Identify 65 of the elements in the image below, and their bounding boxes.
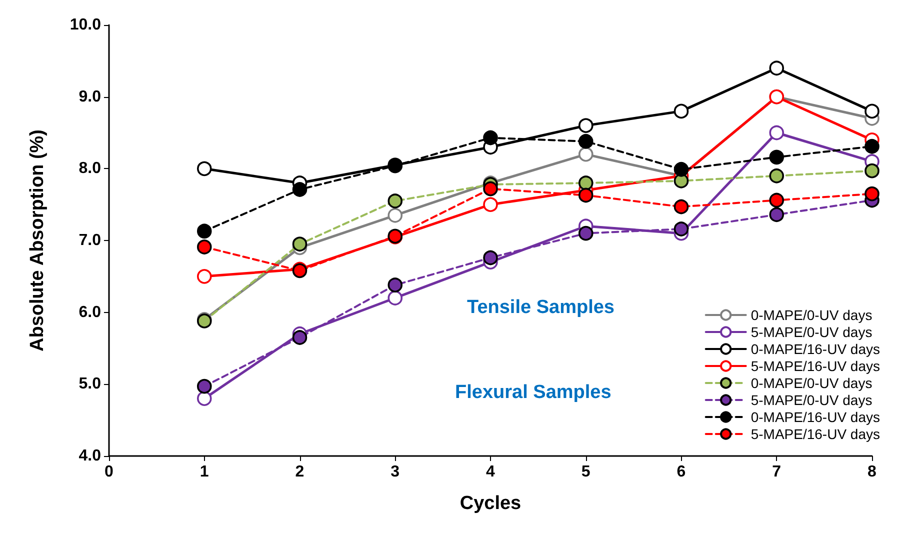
point	[388, 208, 403, 223]
point	[769, 207, 784, 222]
y-tick-label: 6.0	[78, 304, 102, 321]
point	[483, 130, 498, 146]
point	[864, 186, 880, 202]
point	[483, 197, 498, 212]
y-tick-label: 9.0	[78, 88, 102, 106]
point	[578, 134, 594, 149]
point	[864, 104, 880, 119]
legend-label: 5-MAPE/16-UV days	[750, 426, 880, 442]
legend-label: 0-MAPE/0-UV days	[750, 375, 872, 391]
point	[196, 161, 212, 176]
x-axis-title: Cycles	[460, 493, 522, 514]
y-tick-label: 10.0	[70, 16, 102, 34]
point	[578, 188, 594, 203]
point	[864, 139, 880, 154]
legend-label: 5-MAPE/0-UV days	[750, 392, 872, 408]
point	[769, 192, 784, 208]
legend-label: 0-MAPE/0-UV days	[750, 307, 872, 323]
point	[388, 194, 403, 208]
x-tick-label: 4	[486, 464, 496, 480]
point	[196, 224, 212, 239]
point	[674, 162, 689, 177]
point	[674, 199, 689, 214]
point	[292, 330, 308, 345]
point	[578, 118, 594, 133]
point	[483, 181, 498, 196]
point	[196, 269, 212, 284]
x-tick-label: 0	[104, 464, 114, 480]
legend-label: 5-MAPE/16-UV days	[750, 358, 880, 374]
point	[674, 104, 689, 119]
y-axis-title: Absolute Absorption (%)	[27, 130, 48, 352]
annotation: Flexural Samples	[455, 382, 612, 403]
y-tick-label: 8.0	[78, 160, 102, 178]
y-tick-label: 4.0	[78, 448, 102, 464]
legend-label: 5-MAPE/0-UV days	[750, 324, 872, 340]
point	[769, 125, 784, 140]
y-tick-label: 5.0	[78, 376, 102, 393]
point	[388, 290, 403, 306]
legend-label: 0-MAPE/16-UV days	[750, 341, 880, 357]
point	[578, 146, 594, 162]
point	[292, 182, 308, 197]
point	[483, 250, 498, 266]
x-tick-label: 1	[200, 464, 209, 480]
point	[769, 168, 784, 184]
point	[674, 222, 689, 236]
annotation: Tensile Samples	[467, 297, 614, 318]
point	[864, 163, 880, 178]
point	[196, 240, 212, 254]
point	[196, 378, 212, 394]
point	[769, 150, 784, 165]
point	[578, 176, 594, 190]
legend-label: 0-MAPE/16-UV days	[750, 409, 880, 425]
x-tick-label: 8	[868, 464, 877, 480]
x-tick-label: 6	[676, 464, 686, 480]
x-tick-label: 3	[390, 464, 400, 480]
point	[769, 60, 784, 76]
y-tick-label: 7.0	[78, 232, 102, 249]
x-tick-label: 2	[295, 464, 304, 480]
point	[578, 226, 594, 241]
x-tick-label: 7	[772, 464, 782, 480]
point	[388, 278, 403, 292]
point	[196, 391, 212, 406]
point	[292, 236, 308, 252]
x-tick-label: 5	[581, 464, 590, 480]
